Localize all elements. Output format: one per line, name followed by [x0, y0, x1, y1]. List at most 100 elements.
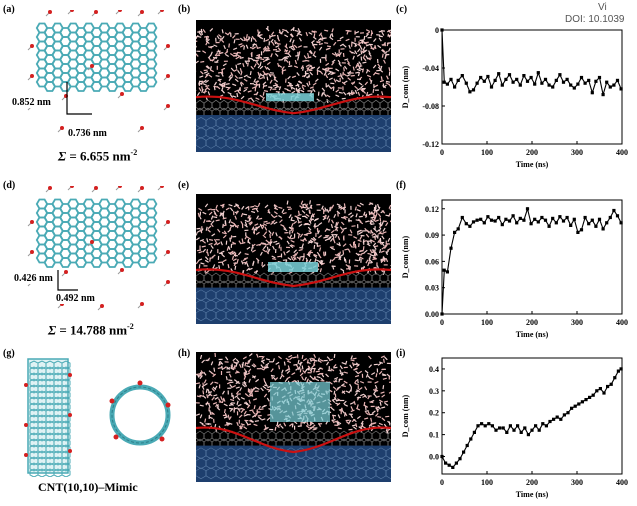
data-point — [442, 268, 446, 272]
data-point — [515, 77, 519, 81]
panel-label-h: (h) — [178, 348, 191, 359]
data-point — [566, 411, 570, 415]
data-point — [537, 428, 541, 432]
data-point — [511, 214, 515, 218]
panel-label-c: (c) — [396, 4, 408, 15]
data-point — [558, 215, 562, 219]
data-point — [490, 424, 494, 428]
x-tick-label: 100 — [481, 148, 493, 157]
data-point — [612, 83, 616, 87]
water-molecules — [196, 200, 391, 276]
data-point — [525, 207, 530, 211]
data-point — [569, 83, 573, 87]
data-point — [601, 227, 605, 231]
data-point — [544, 424, 548, 428]
data-point — [551, 85, 555, 89]
y-axis-label: D_com (nm) — [401, 235, 410, 278]
data-point — [458, 457, 462, 461]
data-point — [445, 82, 449, 86]
data-point — [536, 220, 540, 224]
data-point — [475, 81, 479, 85]
x-tick-label: 200 — [526, 478, 538, 487]
x-axis-label: Time (ns) — [516, 160, 549, 169]
data-point — [609, 382, 613, 386]
data-point — [613, 376, 617, 380]
density-value-a: = 6.655 nm — [66, 148, 131, 164]
data-point — [468, 90, 472, 94]
data-point — [483, 424, 487, 428]
y-tick-label: 0.09 — [425, 231, 439, 240]
data-point — [533, 217, 537, 221]
data-point — [440, 312, 444, 316]
x-tick-label: 400 — [616, 478, 628, 487]
data-point — [579, 75, 584, 80]
data-point — [559, 417, 563, 421]
data-point — [456, 78, 460, 82]
y-tick-label: 0.1 — [429, 431, 439, 440]
data-point — [454, 461, 458, 465]
data-point — [530, 428, 534, 432]
nanotube-cross-section — [109, 380, 171, 446]
y-axis-label: D_com (nm) — [401, 65, 410, 108]
data-point — [583, 81, 587, 85]
data-point — [543, 218, 548, 222]
data-point — [565, 77, 569, 81]
data-point — [518, 83, 522, 87]
panel-label-a: (a) — [3, 4, 15, 15]
data-point — [522, 218, 526, 222]
data-point — [555, 415, 559, 419]
nanotube-side-view — [24, 358, 72, 477]
data-point — [519, 430, 523, 434]
dimension-label-d-2: 0.492 nm — [56, 293, 95, 304]
data-point — [476, 424, 480, 428]
data-point — [508, 424, 512, 428]
graphene-flake — [268, 262, 318, 272]
data-point — [472, 430, 476, 434]
data-point — [465, 443, 469, 448]
y-axis-label: D_com (nm) — [401, 394, 410, 437]
data-point — [590, 218, 594, 222]
data-point — [464, 81, 468, 85]
data-point — [583, 215, 587, 220]
data-point — [529, 222, 533, 226]
x-tick-label: 0 — [440, 318, 444, 327]
panel-label-e: (e) — [178, 180, 190, 191]
substrate — [196, 287, 391, 324]
data-point — [479, 75, 483, 80]
data-point — [616, 369, 620, 373]
data-point — [540, 215, 544, 220]
y-tick-label: -0.04 — [422, 64, 439, 73]
data-point — [444, 461, 448, 465]
data-point — [562, 413, 566, 417]
water-molecules — [196, 25, 391, 104]
plot-frame — [441, 199, 623, 315]
data-point — [480, 422, 484, 426]
data-point — [615, 214, 620, 218]
data-point — [456, 227, 460, 231]
data-point — [608, 85, 612, 89]
data-point — [605, 80, 609, 84]
dimension-lines-d — [57, 270, 78, 291]
data-point — [577, 402, 581, 406]
y-tick-label: -0.08 — [422, 102, 439, 111]
data-point — [507, 73, 512, 77]
x-tick-label: 100 — [481, 318, 493, 327]
sigma-symbol-d: Σ — [48, 322, 57, 338]
data-point — [494, 428, 498, 432]
data-point — [534, 424, 538, 428]
y-tick-label: 0.4 — [429, 365, 439, 374]
tube-lattice — [27, 358, 71, 477]
data-point — [442, 80, 446, 84]
data-point — [464, 222, 468, 226]
series-line — [441, 29, 622, 95]
data-point — [605, 221, 609, 225]
y-tick-label: 0 — [435, 26, 439, 35]
x-tick-label: 300 — [571, 478, 583, 487]
x-tick-label: 200 — [526, 148, 538, 157]
data-point — [561, 80, 566, 84]
data-point — [580, 400, 584, 404]
data-point — [493, 78, 497, 82]
plot-frame — [441, 29, 623, 145]
data-point — [552, 417, 556, 421]
x-tick-label: 300 — [571, 318, 583, 327]
